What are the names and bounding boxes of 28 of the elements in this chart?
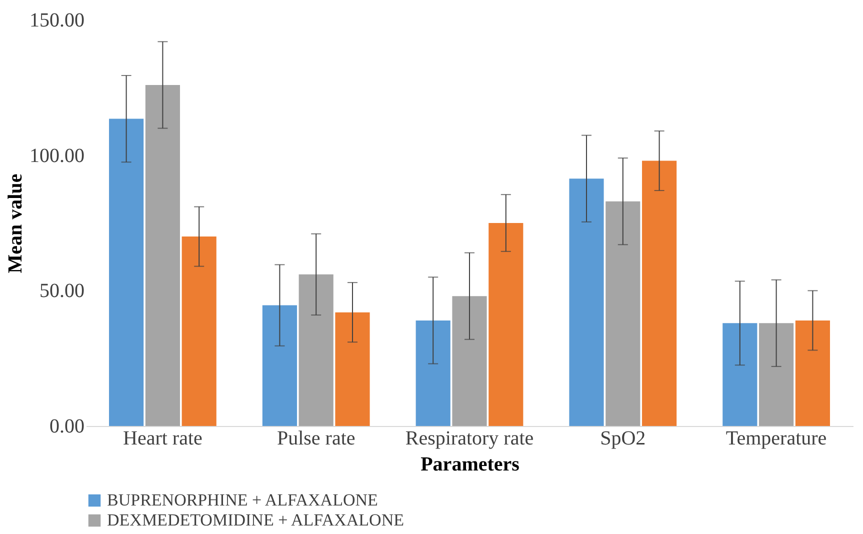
x-tick-label: SpO2 (600, 428, 646, 450)
bar (452, 296, 487, 426)
y-tick-label: 100.00 (30, 144, 84, 167)
bar (109, 118, 144, 426)
bar (569, 178, 604, 426)
bar (642, 160, 677, 426)
bar (759, 323, 794, 426)
x-tick-label: Heart rate (123, 428, 203, 450)
x-tick-label: Pulse rate (276, 428, 356, 450)
bar (298, 274, 334, 426)
legend-label: DEXMEDETOMIDINE + ALFAXALONE (107, 510, 404, 530)
x-axis-title: Parameters (420, 454, 520, 476)
y-axis-title: Mean value (4, 174, 26, 274)
y-tick-label: 50.00 (40, 280, 84, 302)
bar (795, 320, 830, 426)
y-tick-label: 150.00 (30, 10, 84, 32)
bar (145, 84, 180, 426)
bar (262, 305, 297, 426)
x-tick-label: Temperature (726, 428, 827, 450)
legend-label: BUPRENORPHINE + ALFAXALONE (107, 490, 378, 510)
bar (182, 236, 216, 426)
x-tick-label: Respiratory rate (405, 428, 534, 450)
bar (416, 320, 450, 426)
bar (722, 323, 758, 426)
y-tick-label: 0.00 (50, 416, 84, 438)
bar (488, 223, 524, 426)
bar (606, 201, 640, 426)
bar (335, 312, 370, 426)
